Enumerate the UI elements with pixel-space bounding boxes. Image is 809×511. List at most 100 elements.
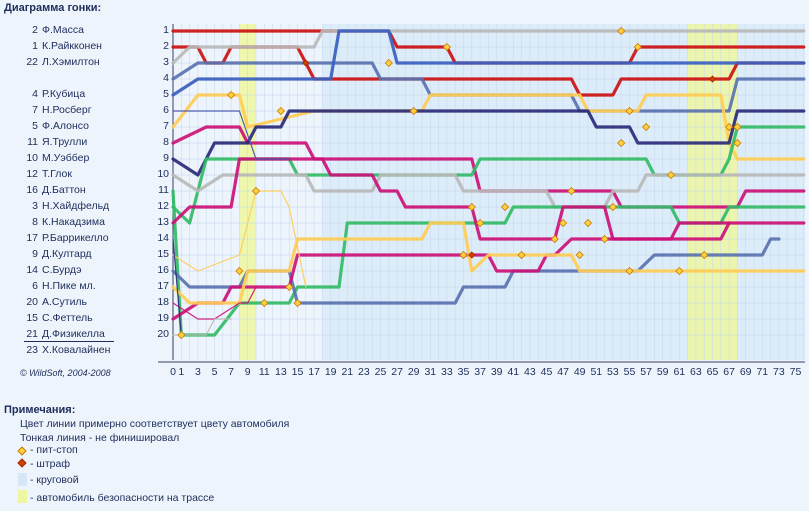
pit-stop-marker xyxy=(633,42,642,52)
pit-stop-marker xyxy=(642,122,651,132)
position-tick-label: 13 xyxy=(157,216,169,228)
driver-number: 2 xyxy=(32,24,38,36)
position-tick-label: 8 xyxy=(163,136,169,148)
pit-stop-marker xyxy=(725,122,734,132)
lap-tick-label: 25 xyxy=(374,366,387,378)
legend-lapped: - круговой xyxy=(30,474,79,486)
driver-number: 16 xyxy=(26,184,38,196)
position-tick-label: 4 xyxy=(163,72,169,84)
pit-stop-marker xyxy=(666,170,676,180)
pit-stop-marker xyxy=(617,138,626,148)
race-chart xyxy=(158,24,806,363)
lap-tick-label: 71 xyxy=(756,366,769,378)
driver-number: 21 xyxy=(26,328,38,340)
pit-stop-marker xyxy=(517,250,526,260)
series-line-5 xyxy=(171,29,806,97)
pit-stop-marker xyxy=(583,218,593,228)
lap-tick-label: 0 xyxy=(170,366,176,378)
driver-name: Н.Пике мл. xyxy=(42,280,96,292)
position-tick-label: 2 xyxy=(163,40,169,52)
lap-tick-label: 29 xyxy=(407,366,420,378)
pit-stop-marker xyxy=(567,186,576,196)
position-tick-label: 14 xyxy=(157,232,169,244)
lap-tick-label: 13 xyxy=(275,366,287,378)
position-tick-label: 12 xyxy=(157,200,169,212)
series-line-9 xyxy=(171,125,806,225)
driver-number: 23 xyxy=(26,344,38,356)
position-tick-label: 1 xyxy=(163,24,169,36)
lap-tick-label: 43 xyxy=(524,366,536,378)
driver-number: 5 xyxy=(32,120,38,132)
lap-tick-label: 9 xyxy=(244,366,251,378)
lap-tick-label: 5 xyxy=(211,366,218,378)
note-thin-line: Тонкая линия - не финишировал xyxy=(20,432,180,444)
driver-number: 14 xyxy=(26,264,38,276)
driver-name: А.Сутиль xyxy=(42,296,88,308)
pit-stop-marker xyxy=(235,266,244,276)
driver-number: 12 xyxy=(26,168,38,180)
series-line-20 xyxy=(172,238,182,336)
lap-tick-label: 3 xyxy=(194,366,201,378)
lap-tick-label: 63 xyxy=(690,366,702,378)
driver-name: Р.Баррикелло xyxy=(42,232,109,244)
driver-number: 9 xyxy=(32,248,38,260)
pit-stop-marker xyxy=(227,90,236,100)
driver-name: Д.Баттон xyxy=(42,184,86,196)
driver-number: 6 xyxy=(32,280,38,292)
pit-stop-marker xyxy=(384,58,393,68)
lap-tick-label: 53 xyxy=(607,366,619,378)
driver-name: Х.Ковалайнен xyxy=(42,344,111,356)
safety-car-swatch-icon xyxy=(18,490,27,503)
lap-tick-label: 1 xyxy=(178,366,185,378)
driver-number: 22 xyxy=(26,56,38,68)
pit-stop-marker xyxy=(459,250,468,260)
position-tick-label: 17 xyxy=(157,280,169,292)
lap-tick-label: 75 xyxy=(789,366,802,378)
pit-stop-marker xyxy=(467,202,476,212)
divider-line xyxy=(24,341,114,342)
pit-stop-marker xyxy=(608,202,617,212)
pit-stop-marker xyxy=(409,106,418,116)
driver-name: Я.Трулли xyxy=(42,136,88,148)
penalty-marker xyxy=(708,75,717,83)
legend-safety-car: - автомобиль безопасности на трассе xyxy=(30,492,215,504)
position-tick-label: 11 xyxy=(158,184,169,196)
series-line-14 xyxy=(171,221,731,321)
pit-stop-marker xyxy=(442,42,451,52)
legend-penalty: - штраф xyxy=(30,458,70,470)
pit-stop-marker xyxy=(733,122,742,132)
pit-stop-marker xyxy=(500,202,510,212)
pit-stop-icon xyxy=(17,446,27,456)
pit-stop-marker xyxy=(476,218,485,228)
driver-name: Т.Глок xyxy=(42,168,72,180)
series-line-3 xyxy=(171,29,806,65)
series-line-17 xyxy=(172,286,257,320)
driver-number: 7 xyxy=(32,104,38,116)
copyright: © WildSoft, 2004-2008 xyxy=(20,368,111,378)
driver-name: Д.Физикелла xyxy=(42,328,105,340)
lap-tick-label: 49 xyxy=(573,366,586,378)
pit-stop-marker xyxy=(600,234,609,244)
penalty-marker xyxy=(468,251,476,259)
lap-tick-label: 19 xyxy=(324,366,337,378)
pit-stop-marker xyxy=(285,282,294,292)
pit-stop-marker xyxy=(293,298,302,308)
lap-tick-label: 11 xyxy=(258,366,270,378)
series-line-19 xyxy=(172,318,232,336)
lap-tick-label: 33 xyxy=(441,366,453,378)
position-tick-label: 3 xyxy=(163,56,169,68)
driver-number: 11 xyxy=(27,136,38,148)
position-tick-label: 5 xyxy=(163,88,169,100)
notes-title: Примечания: xyxy=(4,404,76,416)
driver-number: 17 xyxy=(26,232,38,244)
driver-name: К.Накадзима xyxy=(42,216,105,228)
legend-pit-stop: - пит-стоп xyxy=(30,444,78,456)
pit-stop-marker xyxy=(559,218,568,228)
lap-tick-label: 7 xyxy=(228,366,235,378)
position-tick-label: 16 xyxy=(157,264,169,276)
lap-tick-label: 31 xyxy=(424,366,437,378)
lap-tick-label: 65 xyxy=(706,366,719,378)
lap-tick-label: 21 xyxy=(341,366,354,378)
lap-tick-label: 41 xyxy=(507,366,520,378)
driver-name: С.Феттель xyxy=(42,312,93,324)
